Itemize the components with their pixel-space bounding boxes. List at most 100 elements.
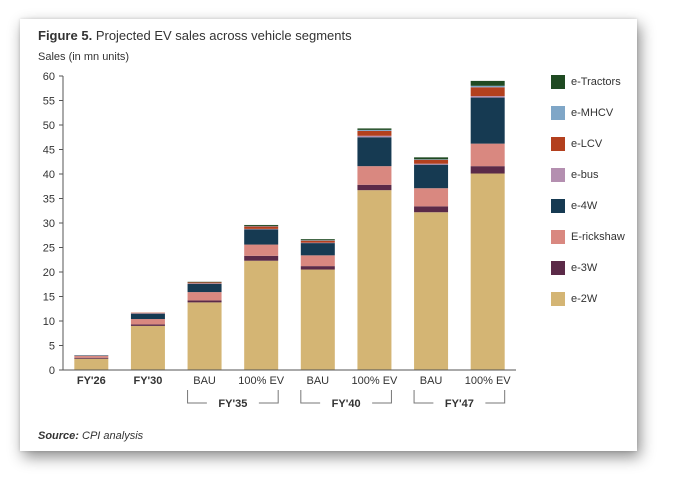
bar-segment-e-bus (414, 163, 449, 165)
bar-segment-e-4w (187, 283, 222, 293)
x-tick-label: 100% EV (465, 375, 512, 387)
bar-segment-e-tractors (414, 157, 449, 160)
group-bracket (300, 390, 392, 404)
y-tick-label: 45 (43, 145, 55, 157)
bar-segment-e-2w (300, 269, 335, 370)
bar-segment-e-2w (414, 212, 449, 370)
legend-label: E-rickshaw (571, 231, 625, 243)
legend-swatch (551, 75, 565, 89)
bar-segment-e-rickshaw (244, 244, 279, 256)
x-tick-label: 100% EV (352, 375, 399, 387)
bar-segment-e-lcv (187, 282, 222, 284)
x-tick-label: FY'30 (133, 375, 162, 387)
bar-segment-e-rickshaw (357, 166, 392, 185)
bar-segment-e-2w (74, 358, 109, 370)
bar-segment-e-3w (300, 266, 335, 270)
bar-segment-e-mhcv (300, 240, 335, 241)
x-tick-label: BAU (193, 375, 216, 387)
bar-segment-e-tractors (300, 239, 335, 241)
bar-segment-e-2w (244, 260, 279, 370)
bar-segment-e-bus (470, 96, 505, 98)
bar-segment-e-3w (74, 357, 109, 359)
bar-segment-e-bus (357, 135, 392, 138)
y-tick-label: 60 (43, 71, 55, 83)
y-tick-label: 35 (43, 194, 55, 206)
bar-segment-e-rickshaw (74, 355, 109, 358)
y-tick-label: 0 (49, 365, 55, 377)
bar-segment-e-4w (357, 137, 392, 167)
legend-swatch (551, 230, 565, 244)
y-tick-label: 15 (43, 292, 55, 304)
bar-segment-e-tractors (470, 80, 505, 86)
legend-swatch (551, 168, 565, 182)
bar-segment-e-mhcv (244, 225, 279, 227)
bar-segment-e-4w (300, 243, 335, 256)
bar-segment-e-2w (470, 173, 505, 370)
stacked-bar-chart: 0 5 10 15 20 25 30 35 40 45 50 55 60 FY'26 FY'30 BAU 100… (43, 71, 516, 410)
bar-segment-e-3w (414, 206, 449, 213)
y-tick-label: 30 (43, 218, 55, 230)
bar-segment-e-2w (187, 302, 222, 370)
legend-label: e-4W (571, 200, 598, 212)
y-axis-label: Sales (in mn units) (38, 51, 130, 63)
legend-swatch (551, 137, 565, 151)
bar-segment-e-bus (130, 313, 165, 314)
legend-swatch (551, 199, 565, 213)
x-tick-label: BAU (307, 375, 330, 387)
bar-segment-e-3w (357, 184, 392, 191)
bar-segment-e-mhcv (414, 159, 449, 160)
bar-segment-e-3w (187, 300, 222, 303)
group-label: FY'40 (332, 398, 361, 410)
bar-segment-e-lcv (244, 226, 279, 229)
bar-segment-e-lcv (300, 240, 335, 243)
source-label: Source: (38, 430, 79, 442)
source-text: CPI analysis (82, 430, 144, 442)
legend-swatch (551, 106, 565, 120)
bar-segment-e-2w (357, 190, 392, 370)
y-tick-label: 5 (49, 341, 55, 353)
y-tick-label: 10 (43, 316, 55, 328)
group-label: FY'35 (218, 398, 247, 410)
group-label: FY'47 (445, 398, 474, 410)
bar-segment-e-4w (414, 164, 449, 189)
figure-card: Figure 5. Projected EV sales across vehi… (20, 19, 637, 451)
legend-label: e-3W (571, 262, 598, 274)
bar-segment-e-4w (130, 313, 165, 320)
y-tick-label: 40 (43, 169, 55, 181)
bar-segment-e-3w (130, 324, 165, 326)
figure-title: Figure 5. Projected EV sales across vehi… (38, 28, 352, 43)
bar-segment-e-bus (187, 283, 222, 284)
bar-segment-e-lcv (130, 312, 165, 314)
bar-segment-e-mhcv (357, 129, 392, 131)
bar-segment-e-3w (244, 255, 279, 261)
figure-title-text: Projected EV sales across vehicle segmen… (95, 28, 352, 43)
x-tick-label: BAU (420, 375, 443, 387)
bar-segment-e-rickshaw (130, 319, 165, 325)
bar-segment-e-bus (244, 228, 279, 230)
y-tick-label: 55 (43, 96, 55, 108)
y-tick-label: 50 (43, 120, 55, 132)
legend-swatch (551, 292, 565, 306)
legend-label: e-Tractors (571, 76, 621, 88)
bar-segment-e-lcv (470, 87, 505, 97)
bar-segment-e-4w (74, 355, 109, 356)
bar-segment-e-rickshaw (300, 255, 335, 267)
bar-segment-e-rickshaw (414, 188, 449, 207)
legend-swatch (551, 261, 565, 275)
legend-label: e-2W (571, 293, 598, 305)
group-bracket (187, 390, 279, 404)
y-tick-label: 20 (43, 267, 55, 279)
legend-label: e-bus (571, 169, 599, 181)
legend-label: e-MHCV (571, 107, 614, 119)
bar-segment-e-2w (130, 325, 165, 370)
x-tick-label: FY'26 (77, 375, 106, 387)
bar-segment-e-mhcv (470, 85, 505, 88)
bar-segment-e-rickshaw (187, 292, 222, 301)
legend-label: e-LCV (571, 138, 603, 150)
bar-segment-e-tractors (357, 128, 392, 130)
bar-segment-e-tractors (244, 224, 279, 226)
bar-segment-e-3w (470, 166, 505, 174)
bar-segment-e-4w (244, 229, 279, 245)
bar-segment-e-tractors (187, 281, 222, 283)
figure-label: Figure 5. (38, 28, 93, 43)
